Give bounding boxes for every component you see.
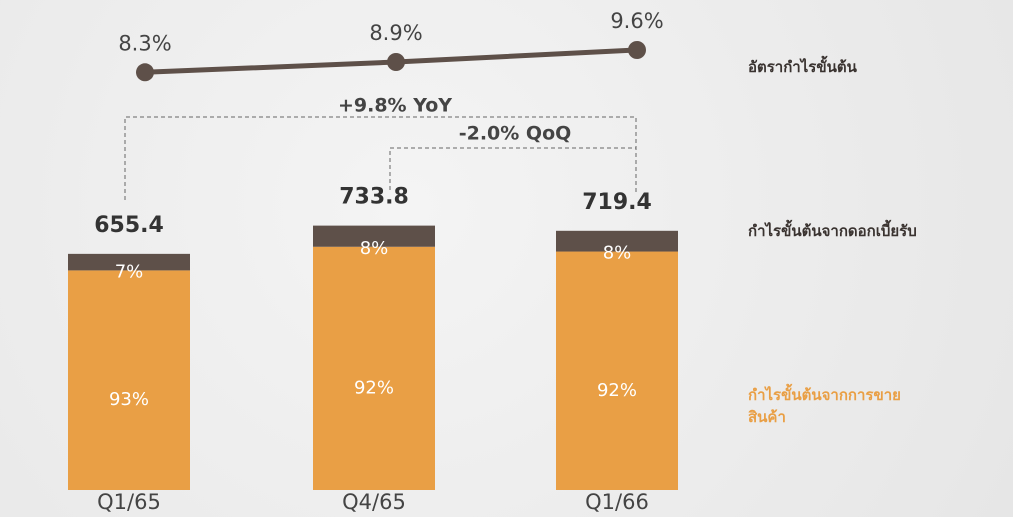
bar-segment: [68, 270, 190, 490]
margin-point: [387, 53, 405, 71]
segment-label: 7%: [115, 261, 144, 282]
x-tick-label: Q1/65: [97, 490, 161, 514]
annotation: +9.8% YoY: [338, 95, 452, 117]
margin-label: 9.6%: [610, 9, 663, 33]
margin-label: 8.3%: [118, 31, 171, 55]
segment-label: 8%: [603, 243, 632, 264]
annotation: -2.0% QoQ: [459, 123, 572, 145]
legend-line: อัตรากำไรขั้นต้น: [748, 56, 857, 78]
bracket: [390, 148, 636, 190]
total-label: 733.8: [339, 185, 409, 210]
segment-label: 8%: [360, 238, 389, 259]
chart-svg: 93% 7% 655.4 Q1/65 92% 8% 733.8 Q4/65 92% 8% 719.4…: [0, 0, 1013, 517]
legend-sales: กำไรขั้นต้นจากการขาย สินค้า: [748, 384, 901, 428]
segment-label: 92%: [597, 380, 637, 401]
x-tick-label: Q4/65: [342, 490, 406, 514]
total-label: 719.4: [582, 190, 652, 215]
bar-segment: [556, 252, 678, 490]
margin-point: [628, 41, 646, 59]
bar-segment: [313, 247, 435, 490]
margin-label: 8.9%: [369, 21, 422, 45]
total-label: 655.4: [94, 213, 164, 238]
segment-label: 92%: [354, 377, 394, 398]
chart: 93% 7% 655.4 Q1/65 92% 8% 733.8 Q4/65 92% 8% 719.4…: [0, 0, 1013, 517]
margin-point: [136, 63, 154, 81]
legend-interest: กำไรขั้นต้นจากดอกเบี้ยรับ: [748, 220, 917, 242]
x-tick-label: Q1/66: [585, 490, 649, 514]
segment-label: 93%: [109, 389, 149, 410]
